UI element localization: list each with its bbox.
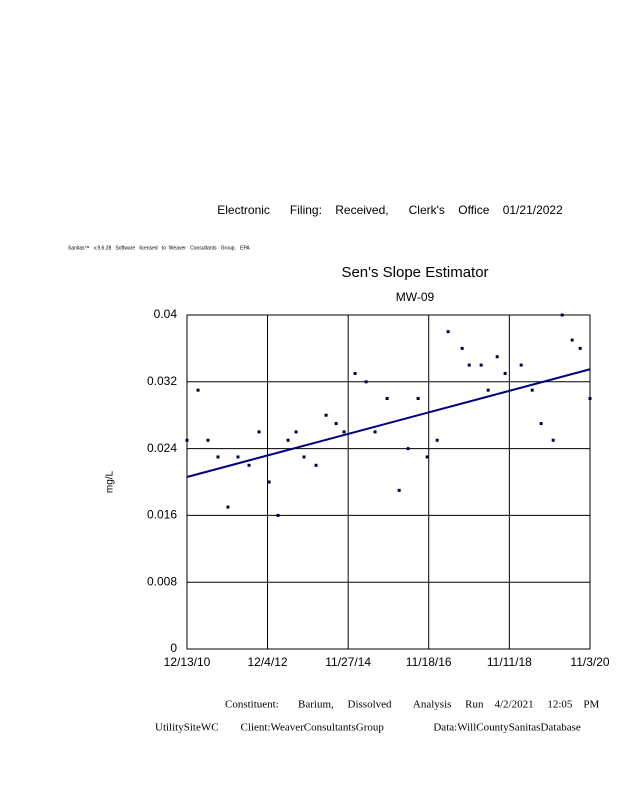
data-point <box>588 397 592 400</box>
y-tick-label: 0.008 <box>147 574 177 588</box>
y-tick-label: 0.04 <box>154 307 178 321</box>
chart-subtitle: MW-09 <box>396 290 435 304</box>
x-tick-label: 11/27/14 <box>325 655 371 669</box>
data-point <box>385 397 389 400</box>
data-point <box>364 380 368 384</box>
data-point <box>446 330 450 334</box>
data-point <box>206 438 210 442</box>
y-axis-label: mg/L <box>105 470 116 493</box>
data-point <box>342 430 346 434</box>
data-point <box>294 430 298 434</box>
data-point <box>425 455 429 459</box>
filing-stamp: Electronic Filing: Received, Clerk's Off… <box>217 203 563 217</box>
data-point <box>560 313 564 317</box>
x-tick-label: 11/11/18 <box>487 655 532 669</box>
data-point <box>302 455 306 459</box>
data-point <box>406 447 410 451</box>
data-point <box>185 438 189 442</box>
data-point <box>467 363 471 367</box>
data-point <box>286 438 290 442</box>
data-point <box>530 388 534 392</box>
x-tick-label: 11/18/16 <box>406 655 452 669</box>
data-point <box>373 430 377 434</box>
data-point <box>479 363 483 367</box>
y-tick-label: 0 <box>170 641 177 655</box>
data-point <box>503 371 507 375</box>
data-point <box>334 422 338 426</box>
data-point <box>551 438 555 442</box>
data-point <box>570 338 574 342</box>
software-line: Sanitas™ v.9.6.28 Software licensed to W… <box>68 245 250 251</box>
data-point <box>276 513 280 517</box>
trend-line <box>186 368 591 478</box>
x-tick-label: 12/13/10 <box>164 655 211 669</box>
data-point <box>314 463 318 467</box>
data-point <box>416 397 420 400</box>
data-point <box>460 346 464 350</box>
y-tick-label: 0.016 <box>147 508 177 522</box>
data-point <box>257 430 261 434</box>
y-tick-label: 0.024 <box>147 441 177 455</box>
data-point <box>236 455 240 459</box>
data-point <box>196 388 200 392</box>
x-tick-label: 12/4/12 <box>248 655 288 669</box>
data-point <box>353 371 357 375</box>
data-point <box>267 480 271 484</box>
data-point <box>519 363 523 367</box>
x-tick-label: 11/3/20 <box>570 655 609 669</box>
footer-line: UtilitySiteWC Client:WeaverConsultantsGr… <box>155 722 581 734</box>
data-point <box>216 455 220 459</box>
y-tick-label: 0.032 <box>147 374 177 388</box>
data-point <box>397 488 401 492</box>
data-point <box>578 346 582 350</box>
data-point <box>247 463 251 467</box>
data-point <box>486 388 490 392</box>
data-point <box>226 505 230 509</box>
chart-title: Sen's Slope Estimator <box>341 264 488 281</box>
data-point <box>495 355 499 359</box>
data-point <box>539 422 543 426</box>
plot-area <box>186 314 591 650</box>
data-point <box>435 438 439 442</box>
data-point <box>324 413 328 417</box>
footer-line: Constituent: Barium, Dissolved Analysis … <box>225 699 600 711</box>
